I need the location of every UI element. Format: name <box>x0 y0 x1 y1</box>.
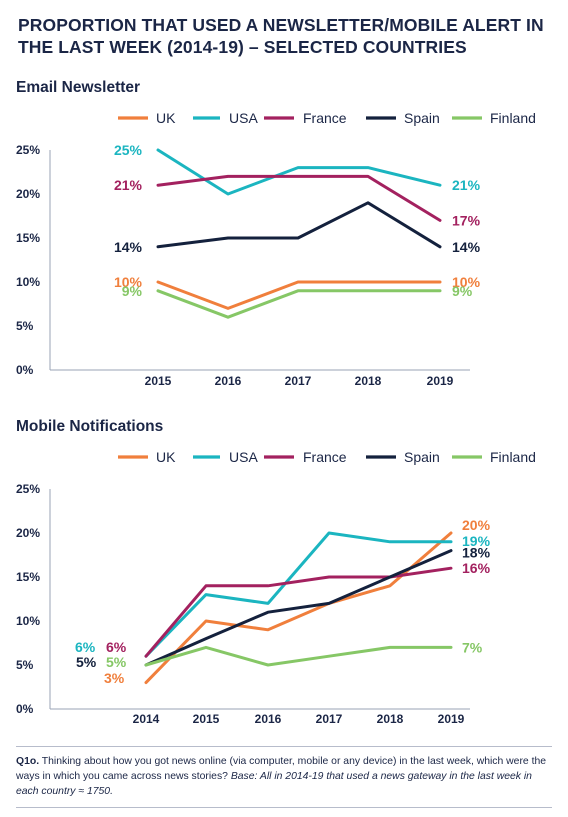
mobile-legend-label-france: France <box>303 449 347 465</box>
page-title: PROPORTION THAT USED A NEWSLETTER/MOBILE… <box>18 15 544 57</box>
mobile-end-label-france: 16% <box>462 560 491 576</box>
newsletter-start-label-spain: 14% <box>114 239 143 255</box>
newsletter-series-line-spain <box>156 201 442 249</box>
newsletter-legend-label-spain: Spain <box>404 110 440 126</box>
mobile-series-line-spain <box>144 549 453 667</box>
mobile-x-tick-label: 2019 <box>438 712 465 726</box>
newsletter-series-line-usa <box>156 148 442 196</box>
mobile-y-tick-label: 20% <box>16 526 40 540</box>
newsletter-y-tick-label: 0% <box>16 363 34 377</box>
footnote-base: Base: All in 2014-19 that used a news ga… <box>16 771 532 797</box>
newsletter-end-label-spain: 14% <box>452 239 481 255</box>
newsletter-y-tick-label: 20% <box>16 187 40 201</box>
mobile-start-label-spain: 5% <box>76 654 97 670</box>
mobile-series-line-usa <box>144 531 453 658</box>
mobile-y-tick-label: 10% <box>16 614 40 628</box>
newsletter-series-line-france <box>156 174 442 222</box>
newsletter-x-tick-label: 2017 <box>285 374 312 388</box>
mobile-x-tick-label: 2014 <box>133 712 160 726</box>
mobile-notifications-chart: 0% 5% 10% 15% 20% 25% 2014 2015 2016 2017 2018 2019… <box>16 449 536 726</box>
mobile-legend-label-uk: UK <box>156 449 176 465</box>
mobile-legend-label-usa: USA <box>229 449 258 465</box>
mobile-x-tick-label: 2016 <box>255 712 282 726</box>
footnote-bottom-rule <box>16 807 552 808</box>
newsletter-series-line-uk <box>156 280 442 310</box>
email-newsletter-chart: 0% 5% 10% 15% 20% 25% 2015 2016 2017 2018 2019 UK US… <box>16 110 536 388</box>
newsletter-legend-label-uk: UK <box>156 110 176 126</box>
mobile-y-tick-label: 0% <box>16 702 34 716</box>
mobile-series-line-france <box>144 566 453 658</box>
newsletter-end-label-finland: 9% <box>452 283 473 299</box>
newsletter-series-line-finland <box>156 289 442 319</box>
mobile-x-tick-label: 2018 <box>377 712 404 726</box>
mobile-x-tick-label: 2017 <box>316 712 343 726</box>
newsletter-end-label-france: 17% <box>452 212 481 228</box>
newsletter-start-label-finland: 9% <box>122 283 143 299</box>
mobile-x-tick-label: 2015 <box>193 712 220 726</box>
mobile-legend-label-spain: Spain <box>404 449 440 465</box>
mobile-end-label-usa: 19% <box>462 533 491 549</box>
footnote-label: Q1o. <box>16 756 40 767</box>
mobile-series-line-finland <box>144 645 453 667</box>
newsletter-start-label-france: 21% <box>114 177 143 193</box>
newsletter-x-tick-label: 2015 <box>145 374 172 388</box>
newsletter-x-tick-label: 2016 <box>215 374 242 388</box>
newsletter-end-label-uk: 10% <box>452 274 481 290</box>
newsletter-legend-label-usa: USA <box>229 110 258 126</box>
mobile-start-label-usa: 6% <box>75 639 96 655</box>
mobile-end-label-spain: 18% <box>462 545 491 561</box>
newsletter-legend-label-finland: Finland <box>490 110 536 126</box>
footnote-top-rule <box>16 746 552 747</box>
newsletter-y-tick-label: 15% <box>16 231 40 245</box>
newsletter-x-tick-label: 2018 <box>355 374 382 388</box>
newsletter-x-tick-label: 2019 <box>427 374 454 388</box>
footnote: Q1o. Thinking about how you got news onl… <box>16 754 554 799</box>
footnote-question: Thinking about how you got news online (… <box>16 756 547 782</box>
newsletter-y-tick-label: 10% <box>16 275 40 289</box>
mobile-start-label-france: 6% <box>106 639 127 655</box>
mobile-start-label-finland: 5% <box>106 654 127 670</box>
mobile-legend-label-finland: Finland <box>490 449 536 465</box>
mobile-y-tick-label: 15% <box>16 570 40 584</box>
mobile-start-label-uk: 3% <box>104 670 125 686</box>
newsletter-end-label-usa: 21% <box>452 177 481 193</box>
newsletter-start-label-uk: 10% <box>114 274 143 290</box>
mobile-y-tick-label: 25% <box>16 482 40 496</box>
newsletter-start-label-usa: 25% <box>114 142 143 158</box>
newsletter-legend-label-france: France <box>303 110 347 126</box>
mobile-notifications-title: Mobile Notifications <box>16 418 164 435</box>
email-newsletter-title: Email Newsletter <box>16 79 141 96</box>
mobile-end-label-uk: 20% <box>462 517 491 533</box>
mobile-y-tick-label: 5% <box>16 658 34 672</box>
mobile-end-label-finland: 7% <box>462 639 483 655</box>
newsletter-y-tick-label: 25% <box>16 143 40 157</box>
newsletter-y-tick-label: 5% <box>16 319 34 333</box>
